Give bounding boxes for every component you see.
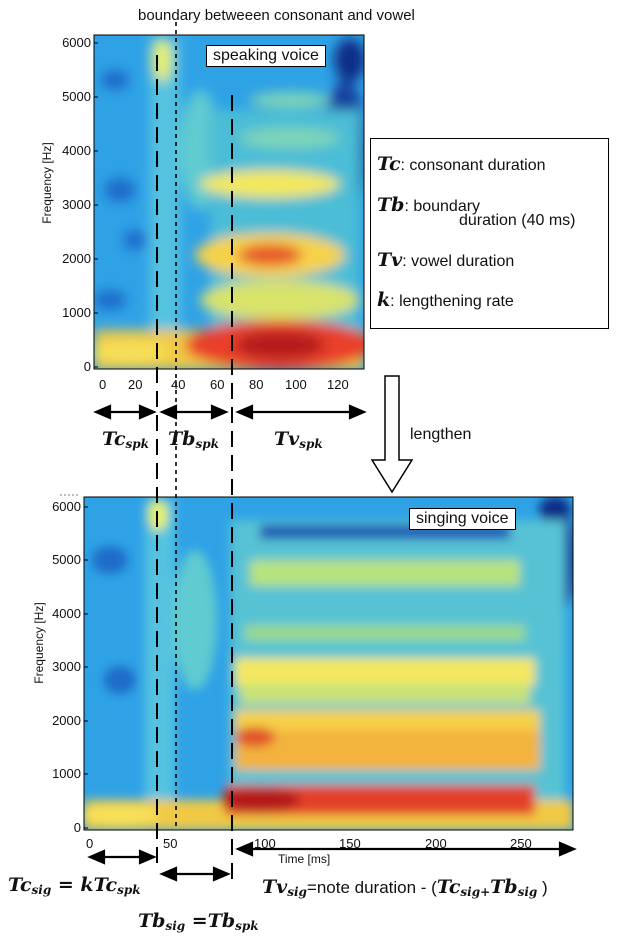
top-x-tick: 100 xyxy=(285,377,307,392)
top-y-tick: 6000 xyxy=(62,35,91,50)
bottom-axis-ticks xyxy=(84,506,88,829)
bottom-y-tick: 6000 xyxy=(52,499,81,514)
tc-sig-equation: Tcsig = kTcspk xyxy=(8,874,141,897)
top-y-tick: 5000 xyxy=(62,89,91,104)
top-y-tick: 2000 xyxy=(62,251,91,266)
legend-tb: Tb: boundary xyxy=(377,194,481,216)
top-x-tick: 60 xyxy=(210,377,225,392)
tb-spk-label: Tbspk xyxy=(168,428,219,451)
top-x-tick: 40 xyxy=(171,377,186,392)
tc-spk-label: Tcspk xyxy=(102,428,149,451)
spectrogram-speaking xyxy=(93,34,365,370)
top-y-tick: 4000 xyxy=(62,143,91,158)
lengthen-label: lengthen xyxy=(410,426,472,443)
boundary-lines xyxy=(156,22,233,885)
legend-tc: Tc: consonant duration xyxy=(377,153,546,175)
bottom-y-tick: 0 xyxy=(73,820,81,835)
bottom-x-tick: 200 xyxy=(425,836,447,851)
symbol-legend: Tc: consonant duration Tb: boundary dura… xyxy=(370,138,609,329)
duration-arrows xyxy=(87,404,577,882)
boundary-annotation: boundary betweeen consonant and vowel xyxy=(138,7,415,24)
singing-voice-label: singing voice xyxy=(409,508,516,530)
top-x-tick: 80 xyxy=(249,377,264,392)
bottom-y-tick: 4000 xyxy=(52,606,81,621)
bottom-y-axis-label: Frequency [Hz] xyxy=(32,602,46,684)
top-x-tick: 120 xyxy=(327,377,349,392)
tb-sig-equation: Tbsig =Tbspk xyxy=(138,910,259,933)
top-axis-ticks xyxy=(94,42,98,368)
top-y-tick: 1000 xyxy=(62,305,91,320)
speaking-voice-label: speaking voice xyxy=(206,45,326,67)
bottom-x-axis-label: Time [ms] xyxy=(278,852,331,866)
top-y-axis-label: Frequency [Hz] xyxy=(40,142,54,224)
spectrogram-singing xyxy=(83,496,574,831)
lengthen-arrow xyxy=(370,375,414,494)
bottom-x-tick: 0 xyxy=(86,836,94,851)
top-x-tick: 0 xyxy=(99,377,107,392)
legend-k: k: lengthening rate xyxy=(377,289,514,311)
legend-tb-line2: duration (40 ms) xyxy=(459,212,576,229)
bottom-y-tick: 5000 xyxy=(52,552,81,567)
tv-sig-equation: Tvsig=note duration - (Tcsig+Tbsig ) xyxy=(262,876,548,899)
top-x-tick: 20 xyxy=(128,377,143,392)
bottom-x-tick: 250 xyxy=(510,836,532,851)
legend-tv: Tv: vowel duration xyxy=(377,249,515,271)
bottom-x-tick: 150 xyxy=(339,836,361,851)
bottom-y-tick: 3000 xyxy=(52,659,81,674)
bottom-y-tick: 1000 xyxy=(52,766,81,781)
top-y-tick: 3000 xyxy=(62,197,91,212)
top-y-tick: 0 xyxy=(83,359,91,374)
bottom-y-tick: 2000 xyxy=(52,713,81,728)
bottom-x-tick: 100 xyxy=(254,836,276,851)
bottom-x-tick: 50 xyxy=(163,836,178,851)
tv-spk-label: Tvspk xyxy=(274,428,323,451)
